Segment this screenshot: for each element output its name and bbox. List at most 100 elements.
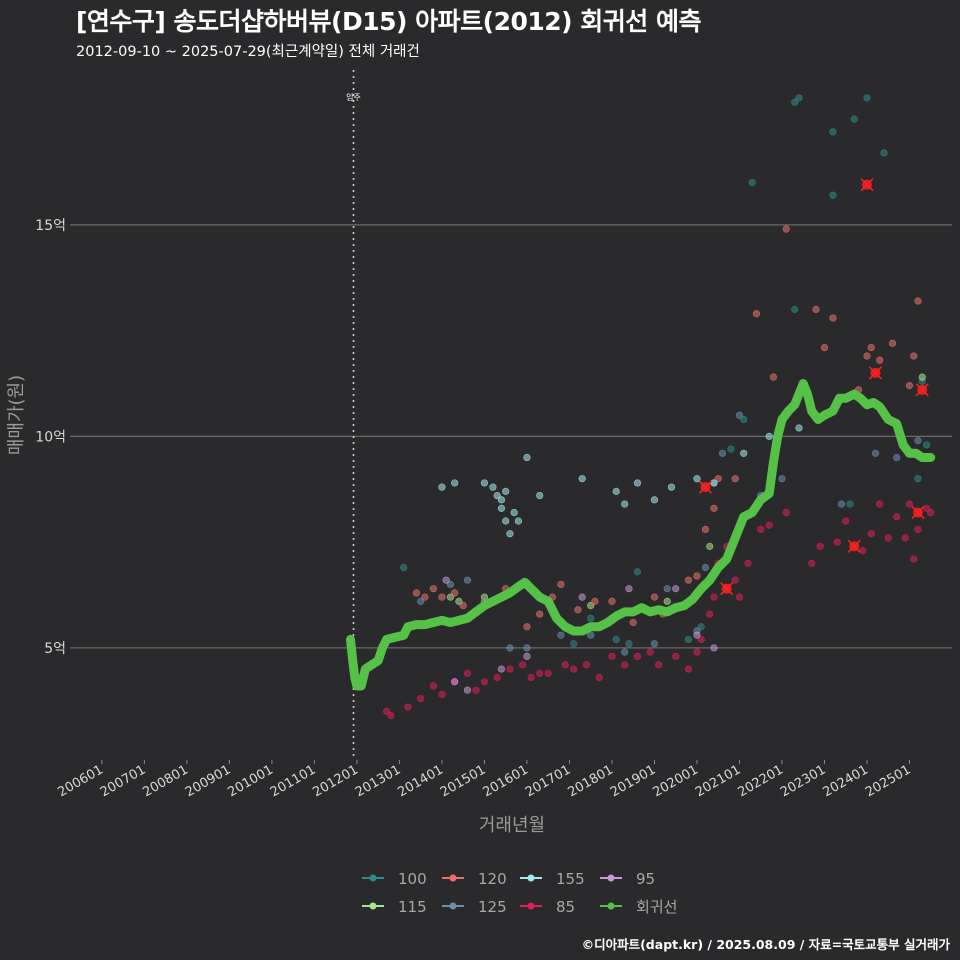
data-point-100 — [587, 614, 595, 622]
data-point-95 — [442, 576, 450, 584]
data-point-120 — [451, 589, 459, 597]
data-point-155 — [451, 479, 459, 487]
data-point-120 — [438, 593, 446, 601]
highlight-marker — [915, 383, 929, 397]
data-point-85 — [544, 669, 552, 677]
footer-credit: ©디아파트(dapt.kr) / 2025.08.09 / 자료=국토교통부 실… — [581, 937, 950, 952]
x-tick-label: 201501 — [438, 762, 488, 800]
data-point-120 — [459, 601, 467, 610]
y-tick-labels: 5억 10억 15억 — [35, 218, 66, 657]
data-point-125 — [718, 449, 727, 457]
data-point-120 — [421, 593, 429, 601]
data-point-120 — [914, 297, 922, 305]
data-point-155 — [480, 479, 489, 487]
data-point-100 — [684, 635, 693, 644]
data-point-125 — [914, 437, 922, 445]
legend-label: 120 — [478, 870, 507, 888]
data-point-85 — [731, 576, 739, 584]
legend-label: 85 — [556, 898, 575, 916]
data-point-125 — [523, 644, 531, 652]
data-point-155 — [795, 424, 803, 432]
data-point-120 — [820, 343, 829, 352]
x-tick-label: 200901 — [183, 762, 233, 800]
data-point-95 — [625, 585, 633, 593]
data-point-155 — [506, 530, 514, 538]
data-point-85 — [646, 648, 654, 656]
data-point-155 — [667, 483, 676, 491]
data-point-120 — [752, 310, 761, 318]
data-point-155 — [578, 475, 586, 483]
x-axis-title: 거래년월 — [479, 815, 545, 836]
data-point-120 — [905, 382, 914, 390]
data-point-85 — [472, 686, 480, 694]
data-point-85 — [570, 665, 578, 673]
data-point-95 — [523, 652, 531, 660]
data-point-120 — [812, 305, 820, 314]
data-point-95 — [578, 593, 586, 601]
data-point-85 — [404, 703, 412, 711]
data-point-115 — [663, 597, 671, 605]
data-point-100 — [791, 98, 799, 106]
data-point-120 — [693, 572, 701, 580]
data-point-95 — [693, 631, 701, 639]
data-point-100 — [697, 623, 705, 631]
data-point-155 — [740, 449, 748, 457]
legend-item: 155 — [520, 870, 585, 888]
data-point-155 — [497, 496, 506, 504]
chart-title: [연수구] 송도더샵하버뷰(D15) 아파트(2012) 회귀선 예측 — [76, 7, 702, 36]
data-point-125 — [837, 500, 846, 508]
data-point-85 — [735, 593, 744, 601]
data-point-85 — [765, 521, 773, 529]
data-point-100 — [727, 445, 735, 453]
data-point-100 — [791, 305, 799, 314]
data-point-100 — [914, 475, 922, 483]
data-point-155 — [693, 475, 701, 483]
data-point-85 — [867, 530, 875, 538]
legend-item: 115 — [362, 898, 427, 916]
data-point-85 — [480, 678, 489, 686]
data-point-85 — [757, 525, 765, 534]
data-point-85 — [816, 542, 824, 550]
data-point-85 — [383, 707, 391, 715]
data-point-85 — [693, 648, 701, 656]
data-point-85 — [608, 652, 616, 660]
x-tick-label: 202201 — [735, 762, 785, 800]
data-point-155 — [493, 492, 501, 500]
legend-item: 95 — [600, 870, 655, 888]
data-point-115 — [706, 542, 714, 550]
data-point-85 — [706, 610, 714, 618]
legend-label: 회귀선 — [636, 898, 677, 916]
data-point-85 — [429, 682, 438, 690]
data-point-85 — [905, 500, 914, 508]
data-point-125 — [871, 449, 880, 457]
data-point-120 — [684, 576, 693, 584]
legend-label: 155 — [556, 870, 585, 888]
legend-label: 95 — [636, 870, 655, 888]
x-tick-label: 201301 — [353, 762, 403, 800]
x-tick-label: 201201 — [310, 762, 360, 800]
data-point-95 — [672, 585, 680, 593]
data-point-120 — [867, 343, 875, 352]
data-point-125 — [621, 648, 629, 656]
data-point-155 — [650, 496, 659, 504]
move-in-label: 입주 — [346, 93, 361, 102]
data-point-155 — [536, 492, 544, 500]
x-tick-label: 201801 — [565, 762, 615, 800]
data-point-120 — [629, 618, 637, 627]
data-point-120 — [769, 373, 778, 381]
data-point-115 — [587, 601, 595, 610]
highlight-marker — [720, 582, 734, 596]
data-point-120 — [429, 585, 438, 593]
data-point-125 — [893, 453, 901, 462]
data-point-155 — [438, 483, 446, 491]
data-point-100 — [795, 94, 803, 102]
highlight-marker — [698, 480, 713, 494]
data-point-115 — [446, 593, 455, 601]
legend: 100 120 155 95 115 125 85 회귀선 — [362, 870, 677, 916]
data-point-85 — [655, 661, 663, 669]
data-point-85 — [417, 695, 425, 703]
data-point-125 — [446, 580, 455, 589]
x-tick-labels: 2006012007012008012009012010012011012012… — [55, 760, 913, 800]
data-point-120 — [731, 475, 739, 483]
y-axis-title: 매매가(원) — [6, 375, 27, 455]
